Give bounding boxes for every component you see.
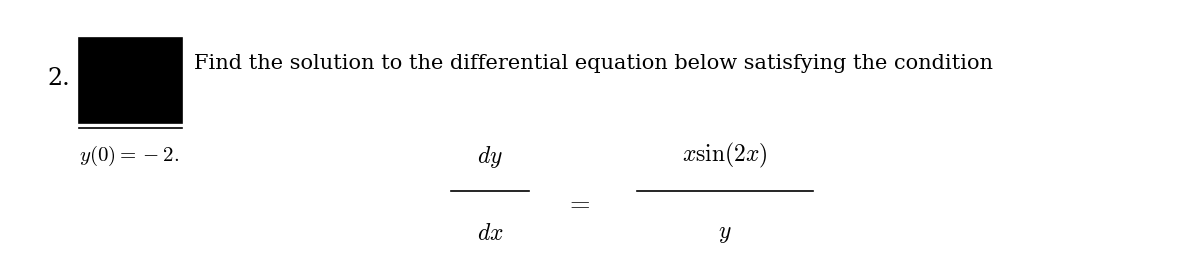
Bar [79, 38, 182, 123]
Text: $dy$: $dy$ [476, 144, 503, 170]
Text: $x\sin(2x)$: $x\sin(2x)$ [682, 141, 768, 170]
Text: $=$: $=$ [565, 190, 590, 215]
Text: 2.: 2. [47, 67, 70, 90]
Text: Find the solution to the differential equation below satisfying the condition: Find the solution to the differential eq… [194, 54, 994, 73]
Text: $dx$: $dx$ [476, 222, 503, 245]
Text: $y(0) = -2.$: $y(0) = -2.$ [79, 144, 179, 168]
Text: $y$: $y$ [718, 222, 732, 245]
